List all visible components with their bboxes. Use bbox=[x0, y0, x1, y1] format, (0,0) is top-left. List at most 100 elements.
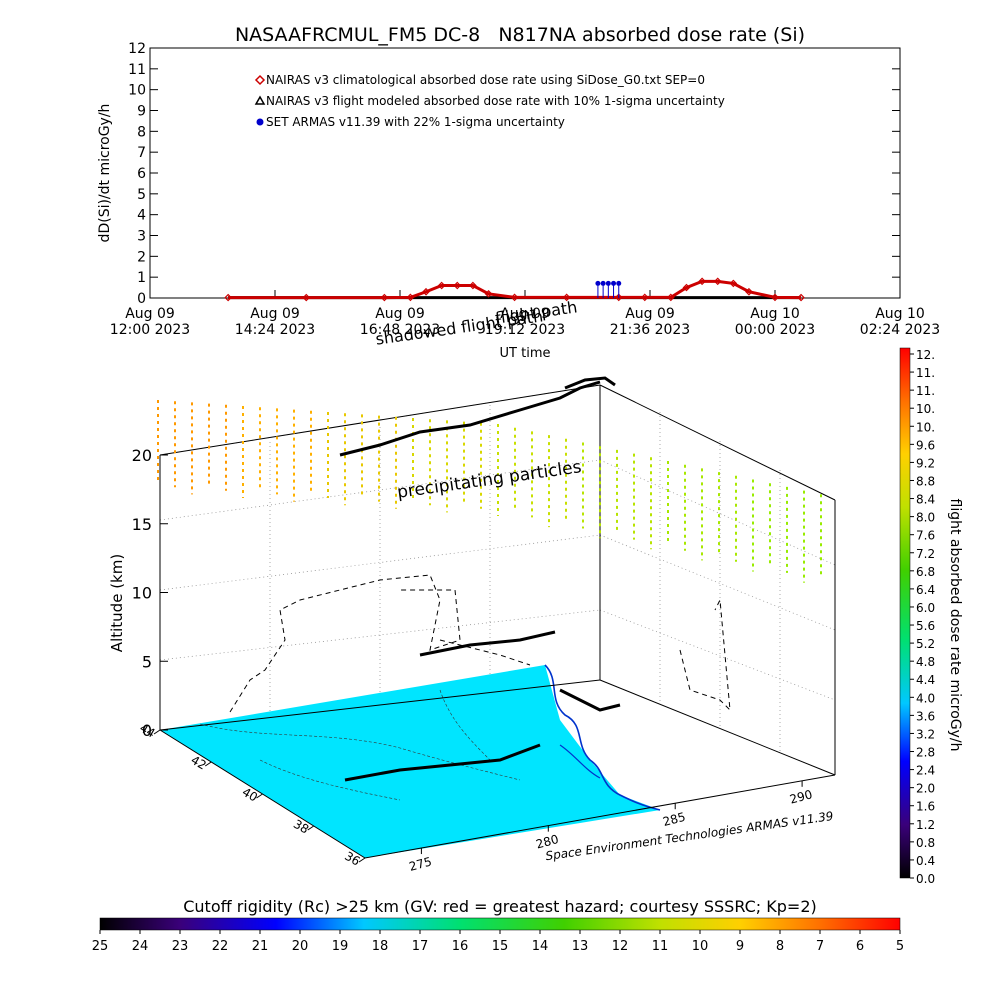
top-x-tick-label-day: Aug 10 bbox=[875, 306, 925, 322]
dose-colorbar-tick-label: 8.0 bbox=[916, 511, 935, 525]
dose-colorbar-tick-label: 8.4 bbox=[916, 493, 935, 507]
top-x-axis-label: UT time bbox=[500, 346, 551, 361]
top-y-tick-label: 3 bbox=[137, 229, 146, 245]
altitude-axis: 0 5 10 15 20 bbox=[132, 446, 168, 740]
rigidity-colorbar-tick-label: 20 bbox=[292, 939, 309, 954]
latitude-tick bbox=[153, 729, 161, 735]
top-y-tick-label: 6 bbox=[137, 166, 146, 182]
latitude-tick-label: 40 bbox=[240, 785, 260, 805]
top-y-tick-label: 4 bbox=[137, 208, 146, 224]
top-x-tick-label-day: Aug 09 bbox=[125, 306, 175, 322]
rigidity-colorbar-tick-label: 24 bbox=[132, 939, 149, 954]
series-nairas-clim-point bbox=[484, 289, 493, 298]
series-nairas-clim-point bbox=[666, 293, 675, 302]
latitude-tick-label: 36 bbox=[342, 849, 362, 869]
dose-colorbar-tick-label: 6.0 bbox=[916, 601, 935, 615]
rigidity-colorbar-title: Cutoff rigidity (Rc) >25 km (GV: red = g… bbox=[183, 897, 817, 916]
top-y-tick-label: 5 bbox=[137, 187, 146, 203]
dose-colorbar-label: flight absorbed dose rate microGy/h bbox=[947, 499, 963, 752]
legend-marker-diamond bbox=[254, 74, 266, 86]
rigidity-colorbar-tick-label: 11 bbox=[652, 939, 669, 954]
series-nairas-clim-point bbox=[510, 293, 519, 302]
latitude-tick-label: 38 bbox=[291, 817, 311, 837]
series-nairas-clim-point bbox=[302, 293, 311, 302]
altitude-tick-label: 20 bbox=[132, 446, 152, 465]
legend-label: NAIRAS v3 flight modeled absorbed dose r… bbox=[266, 94, 725, 108]
legend-marker-triangle bbox=[254, 95, 266, 105]
series-nairas-clim-point bbox=[422, 287, 430, 296]
top-x-tick-label-time: 02:24 2023 bbox=[860, 322, 940, 338]
legend-label: SET ARMAS v11.39 with 22% 1-sigma uncert… bbox=[266, 115, 565, 129]
top-x-tick-label-time: 16:48 2023 bbox=[360, 322, 440, 338]
dose-colorbar-tick-label: 4.0 bbox=[916, 691, 935, 705]
rigidity-colorbar-tick-label: 23 bbox=[172, 939, 189, 954]
latitude-tick bbox=[204, 761, 212, 767]
top-y-tick-label: 9 bbox=[137, 104, 146, 120]
chart-title: NASAAFRCMUL_FM5 DC-8 N817NA absorbed dos… bbox=[235, 24, 805, 46]
rigidity-colorbar-tick-label: 7 bbox=[816, 939, 824, 954]
latitude-tick bbox=[358, 857, 366, 863]
rigidity-colorbar-tick-label: 18 bbox=[372, 939, 389, 954]
map-land-floor bbox=[160, 665, 660, 858]
series-nairas-clim-point bbox=[224, 293, 232, 302]
series-nairas-clim-point bbox=[469, 281, 477, 290]
rigidity-colorbar-tick-label: 15 bbox=[492, 939, 509, 954]
dose-colorbar-tick-label: 6.8 bbox=[916, 565, 935, 579]
rigidity-colorbar-fill bbox=[99, 917, 901, 931]
rigidity-colorbar-tick-label: 25 bbox=[92, 939, 109, 954]
altitude-tick-label: 15 bbox=[132, 515, 152, 534]
rigidity-colorbar-ticks: 25 24 23 22 21 20 19 18 17 16 15 14 13 12 11 10 9 8 7 6 5 bbox=[92, 930, 904, 954]
rigidity-colorbar-tick-label: 9 bbox=[736, 939, 744, 954]
dose-colorbar-ticks: 12. 11. 11. 10. 10. 9.6 9.2 8.8 8.4 8.0 7.6 7.2 6.8 6… bbox=[910, 348, 935, 886]
latitude-tick bbox=[307, 825, 315, 831]
dose-colorbar-tick-label: 9.6 bbox=[916, 438, 935, 452]
series-nairas-clim-point bbox=[562, 293, 571, 302]
series-armas-point bbox=[600, 280, 606, 286]
altitude-tick-label: 5 bbox=[142, 652, 152, 671]
dose-colorbar-tick-label: 5.6 bbox=[916, 619, 935, 633]
series-armas-point bbox=[595, 280, 601, 286]
annotation-precipitating-particles: precipitating particles bbox=[396, 457, 583, 503]
series-nairas-clim-point bbox=[729, 279, 738, 288]
rigidity-colorbar-tick-label: 22 bbox=[212, 939, 229, 954]
top-y-tick-label: 0 bbox=[137, 291, 146, 307]
dose-colorbar-tick-label: 2.4 bbox=[916, 764, 935, 778]
dose-colorbar-tick-label: 2.0 bbox=[916, 782, 935, 796]
rigidity-colorbar-tick-label: 19 bbox=[332, 939, 349, 954]
top-y-tick-label: 1 bbox=[137, 270, 146, 286]
series-nairas-clim-point bbox=[380, 293, 389, 302]
dose-colorbar-tick-label: 7.6 bbox=[916, 529, 935, 543]
top-legend: NAIRAS v3 climatological absorbed dose r… bbox=[254, 73, 725, 129]
top-y-axis-label: dD(Si)/dt microGy/h bbox=[97, 104, 113, 243]
dose-colorbar-tick-label: 11. bbox=[916, 384, 935, 398]
top-y-tick-label: 10 bbox=[128, 83, 146, 99]
series-nairas-clim-point bbox=[797, 293, 805, 302]
series-armas-point bbox=[605, 280, 611, 286]
series-nairas-clim-line bbox=[228, 279, 802, 300]
dose-colorbar-tick-label: 2.8 bbox=[916, 746, 935, 760]
dose-colorbar-tick-label: 0.4 bbox=[916, 854, 935, 868]
dose-colorbar-tick-label: 0.8 bbox=[916, 836, 935, 850]
precipitating-particles-field bbox=[157, 400, 822, 583]
top-x-tick-label-time: 14:24 2023 bbox=[235, 322, 315, 338]
series-nairas-clim-point bbox=[698, 277, 706, 286]
altitude-tick-label: 10 bbox=[132, 584, 152, 603]
longitude-tick-label: 280 bbox=[534, 832, 560, 851]
rigidity-colorbar-tick-label: 5 bbox=[896, 939, 904, 954]
dose-colorbar-tick-label: 10. bbox=[916, 420, 935, 434]
flight-3d-plot: 0 5 10 15 20 44 42 40 38 36 275 280 285 290 Altitud… bbox=[108, 297, 836, 874]
dose-colorbar-tick-label: 3.6 bbox=[916, 709, 935, 723]
series-armas-point bbox=[611, 280, 617, 286]
top-x-tick-label-day: Aug 09 bbox=[250, 306, 300, 322]
rigidity-colorbar-tick-label: 14 bbox=[532, 939, 549, 954]
dose-colorbar: 12. 11. 11. 10. 10. 9.6 9.2 8.8 8.4 8.0 7.6 7.2 6.8 6… bbox=[899, 347, 963, 886]
flight-path bbox=[339, 376, 616, 457]
series-nairas-clim-point bbox=[614, 293, 623, 302]
top-x-tick-label-day: Aug 09 bbox=[375, 306, 425, 322]
dose-colorbar-tick-label: 9.2 bbox=[916, 456, 935, 470]
series-nairas-clim-point bbox=[713, 277, 722, 286]
series-nairas-clim-point bbox=[406, 293, 415, 302]
